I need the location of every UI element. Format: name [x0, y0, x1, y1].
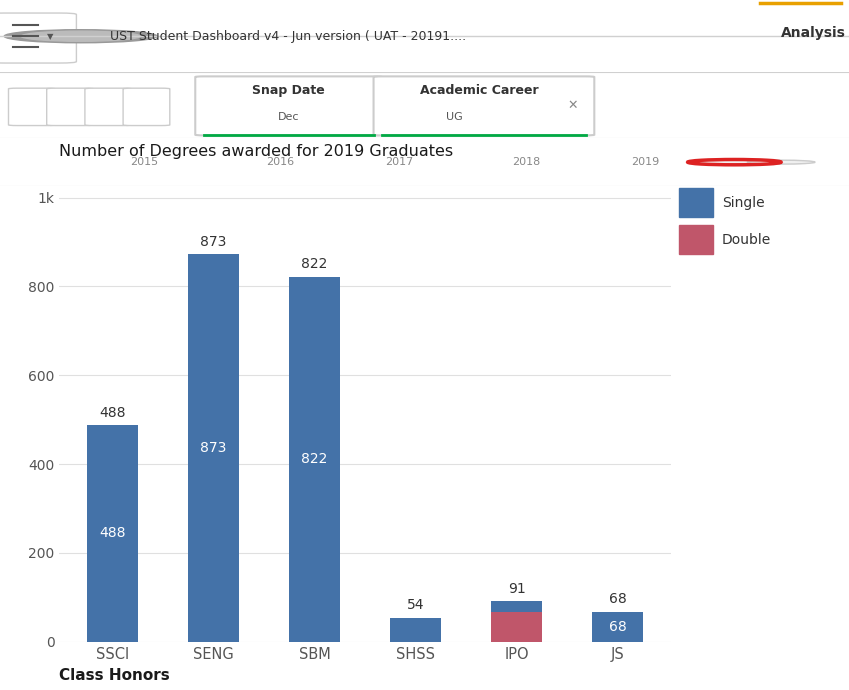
Text: 822: 822: [301, 257, 328, 271]
Text: 873: 873: [200, 441, 227, 455]
Text: 2019: 2019: [631, 157, 660, 167]
Text: 68: 68: [609, 592, 627, 607]
Text: Number of Degrees awarded for 2019 Graduates: Number of Degrees awarded for 2019 Gradu…: [59, 144, 453, 159]
Bar: [492, 611, 542, 642]
Bar: [679, 188, 713, 217]
Circle shape: [4, 30, 157, 43]
Bar: [492, 601, 542, 611]
Circle shape: [747, 160, 815, 164]
Text: Analysis: Analysis: [781, 26, 846, 39]
FancyBboxPatch shape: [0, 13, 76, 63]
Bar: [391, 618, 441, 642]
Text: 54: 54: [407, 598, 424, 613]
Text: 873: 873: [200, 235, 227, 248]
Text: 2015: 2015: [130, 157, 159, 167]
Text: 91: 91: [508, 582, 526, 596]
Text: 68: 68: [609, 620, 627, 633]
Bar: [290, 277, 340, 642]
FancyBboxPatch shape: [374, 77, 594, 135]
Bar: [188, 254, 239, 642]
Text: Class Honors: Class Honors: [59, 668, 170, 683]
Text: UST Student Dashboard v4 - Jun version ( UAT - 20191....: UST Student Dashboard v4 - Jun version (…: [110, 30, 466, 43]
FancyBboxPatch shape: [47, 88, 93, 126]
Text: 488: 488: [99, 406, 126, 420]
Text: 2016: 2016: [266, 157, 295, 167]
Text: Academic Career: Academic Career: [420, 84, 539, 97]
FancyBboxPatch shape: [85, 88, 132, 126]
FancyBboxPatch shape: [195, 77, 382, 135]
Text: UG: UG: [446, 112, 463, 122]
Text: 2018: 2018: [512, 157, 541, 167]
Bar: [87, 425, 138, 642]
Circle shape: [696, 160, 764, 164]
Text: Snap Date: Snap Date: [252, 84, 325, 97]
Text: Single: Single: [722, 195, 765, 210]
Text: Dec: Dec: [278, 112, 300, 122]
Text: ✕: ✕: [568, 99, 578, 112]
Text: Double: Double: [722, 233, 771, 247]
Bar: [679, 225, 713, 254]
FancyBboxPatch shape: [123, 88, 170, 126]
FancyBboxPatch shape: [8, 88, 55, 126]
Bar: [593, 611, 643, 642]
Text: 2017: 2017: [385, 157, 413, 167]
Text: 822: 822: [301, 452, 328, 466]
Circle shape: [21, 31, 140, 41]
Text: 488: 488: [99, 526, 126, 540]
Text: ▼: ▼: [47, 32, 53, 41]
